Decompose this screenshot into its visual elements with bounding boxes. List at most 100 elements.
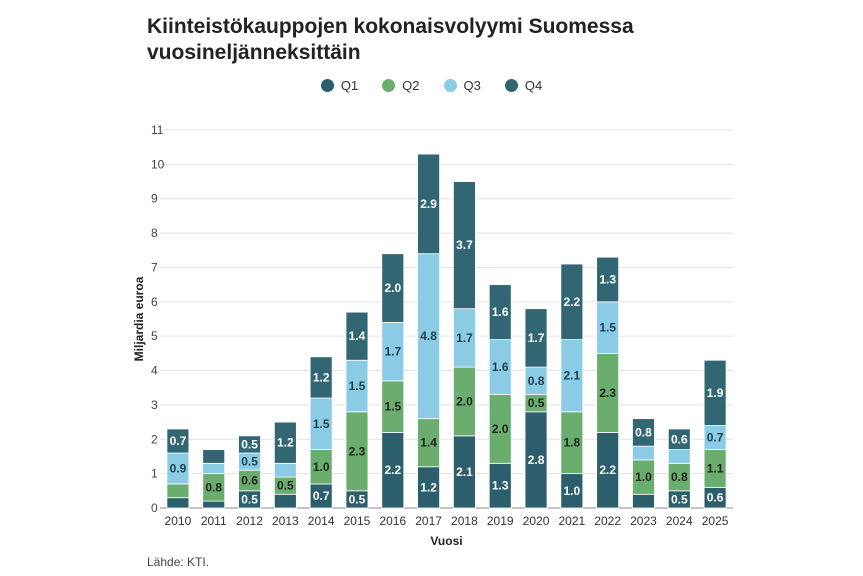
legend-label-q4: Q4 (524, 78, 543, 93)
data-label: 2.3 (599, 386, 616, 400)
data-label: 2.8 (528, 453, 545, 467)
x-tick-label: 2011 (201, 514, 227, 528)
y-tick-label: 4 (151, 364, 158, 378)
data-label: 1.4 (349, 329, 366, 343)
bar-segment (273, 462, 297, 478)
bar-segment (166, 428, 190, 454)
bar-segment (667, 449, 691, 464)
bar-segment (273, 421, 297, 464)
y-tick-label: 7 (151, 260, 158, 274)
bar-segment (453, 181, 476, 310)
data-label: 1.0 (564, 484, 581, 498)
y-tick-label: 6 (151, 295, 158, 309)
x-tick-label: 2020 (523, 514, 550, 528)
data-label: 0.7 (313, 489, 330, 503)
data-label: 0.8 (205, 480, 222, 494)
data-label: 2.9 (420, 197, 437, 211)
data-label: 1.7 (384, 345, 401, 359)
chart-title: Kiinteistökauppojen kokonaisvolyymi Suom… (147, 14, 787, 66)
x-tick-label: 2024 (666, 514, 693, 528)
legend-item-q2[interactable]: Q2 (382, 78, 420, 93)
legend-label-q2: Q2 (402, 78, 420, 93)
bar-segment (202, 462, 226, 475)
legend-label-q1: Q1 (340, 78, 359, 93)
legend-item-q3[interactable]: Q3 (443, 78, 481, 93)
legend-swatch-q2 (382, 79, 396, 92)
bar-segment (309, 356, 333, 399)
bar-segment (488, 284, 512, 341)
bar-segment (632, 493, 655, 509)
y-tick-label: 10 (151, 157, 165, 171)
x-tick-label: 2019 (487, 514, 514, 528)
data-label: 1.3 (599, 272, 616, 286)
data-label: 0.7 (707, 431, 724, 445)
data-label: 1.7 (456, 331, 473, 345)
legend-swatch-q3 (443, 79, 457, 92)
data-label: 1.8 (564, 436, 581, 450)
legend-item-q1[interactable]: Q1 (320, 78, 359, 93)
data-label: 1.7 (528, 331, 545, 345)
bar-segment (202, 449, 226, 464)
x-tick-label: 2021 (558, 514, 585, 528)
bar-segment (273, 493, 297, 509)
data-label: 1.0 (313, 460, 330, 474)
x-tick-label: 2017 (415, 514, 442, 528)
data-label: 2.0 (456, 394, 473, 408)
y-tick-label: 11 (151, 123, 164, 137)
data-label: 0.5 (528, 396, 545, 410)
data-label: 0.9 (170, 461, 187, 475)
bar-segment (166, 483, 190, 499)
data-label: 1.9 (707, 386, 724, 400)
data-label: 2.3 (349, 444, 366, 458)
data-label: 1.5 (599, 321, 616, 335)
data-label: 0.6 (707, 491, 724, 505)
data-label: 0.6 (241, 474, 258, 488)
y-tick-label: 8 (151, 226, 158, 240)
legend-item-q4[interactable]: Q4 (504, 78, 543, 93)
x-tick-label: 2018 (451, 514, 478, 528)
data-label: 2.1 (564, 369, 581, 383)
data-label: 1.2 (313, 370, 330, 384)
bar-segment (667, 428, 691, 450)
bar-segment (345, 311, 369, 361)
data-label: 1.5 (349, 379, 366, 393)
data-label: 0.5 (241, 455, 258, 469)
legend-swatch-q4 (504, 79, 518, 92)
y-axis-label: Miljardia euroa (132, 276, 146, 361)
data-label: 1.0 (635, 470, 652, 484)
data-label: 0.5 (277, 479, 294, 493)
data-label: 2.2 (384, 463, 401, 477)
y-tick-label: 1 (151, 467, 158, 481)
bar-segment (202, 500, 226, 509)
y-tick-label: 9 (151, 192, 158, 206)
x-tick-label: 2010 (165, 514, 192, 528)
data-label: 1.6 (492, 305, 509, 319)
data-label: 3.7 (456, 238, 473, 252)
data-label: 1.4 (420, 436, 437, 450)
x-tick-label: 2025 (702, 514, 729, 528)
data-label: 0.5 (241, 492, 258, 506)
bar-segment (632, 418, 655, 447)
bar-segment (703, 359, 727, 426)
bar-segment (596, 256, 620, 303)
y-tick-label: 5 (151, 329, 158, 343)
y-tick-label: 0 (151, 501, 158, 515)
x-tick-label: 2016 (379, 514, 406, 528)
legend-swatch-q1 (320, 79, 334, 92)
data-label: 1.1 (707, 461, 724, 475)
data-label: 2.1 (456, 465, 473, 479)
x-tick-label: 2012 (236, 514, 263, 528)
x-tick-label: 2023 (630, 514, 657, 528)
data-label: 0.8 (671, 470, 688, 484)
y-tick-label: 2 (151, 432, 158, 446)
source-note: Lähde: KTI. (147, 555, 210, 569)
data-label: 2.0 (384, 281, 401, 295)
x-tick-label: 2014 (308, 514, 335, 528)
x-tick-label: 2013 (272, 514, 299, 528)
data-label: 1.3 (492, 479, 509, 493)
x-tick-label: 2015 (344, 514, 371, 528)
bar-segment (524, 308, 548, 368)
data-label: 0.8 (635, 425, 652, 439)
data-label: 0.7 (170, 434, 187, 448)
